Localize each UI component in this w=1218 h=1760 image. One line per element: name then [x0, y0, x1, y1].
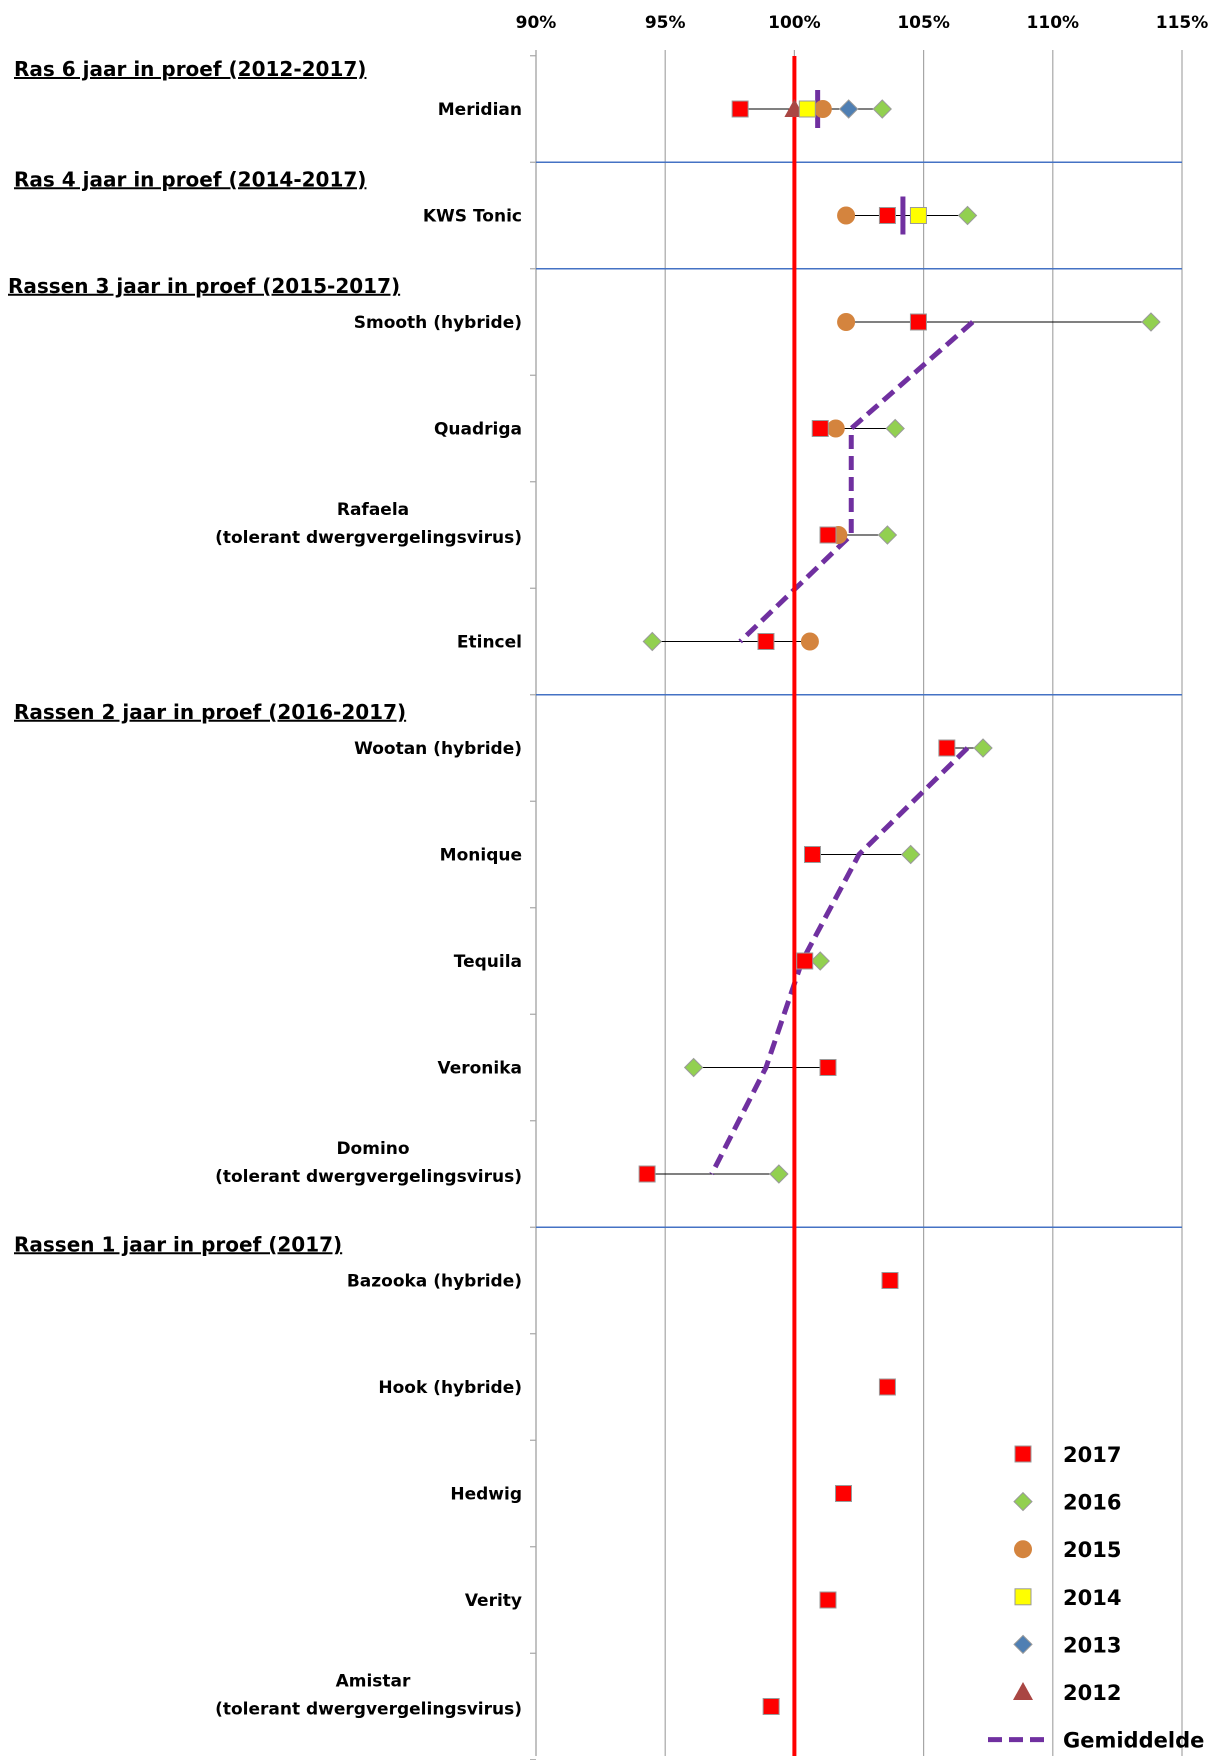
legend-label: 2017: [1063, 1443, 1121, 1467]
range-lines: [647, 108, 1151, 1175]
category-label: Verity: [465, 1591, 522, 1611]
category-label: Bazooka (hybride): [347, 1272, 522, 1292]
legend-label: 2013: [1063, 1633, 1121, 1657]
category-label: Smooth (hybride): [354, 313, 522, 333]
category-label: Veronika: [437, 1059, 522, 1079]
group-heading: Ras 4 jaar in proef (2014-2017): [14, 167, 366, 191]
legend-marker-2017: [1014, 1445, 1032, 1463]
marker-2017: [819, 1591, 837, 1609]
category-label: Tequila: [454, 952, 522, 972]
legend-label: 2015: [1063, 1538, 1121, 1562]
data-markers: [638, 99, 1161, 1715]
legend-marker-2013: [1013, 1634, 1033, 1655]
marker-2015: [837, 206, 856, 225]
category-label: Amistar: [336, 1672, 411, 1692]
legend-label: 2014: [1063, 1586, 1121, 1610]
marker-2016: [877, 525, 898, 545]
marker-2014: [798, 100, 816, 118]
category-label-sub: (tolerant dwergvergelingsvirus): [215, 1167, 522, 1187]
tick-label: 90%: [516, 13, 557, 33]
marker-2017: [834, 1485, 852, 1502]
marker-2017: [638, 1165, 656, 1183]
x-axis-tick-labels: 90% 95% 100% 105% 110% 115%: [516, 13, 1209, 33]
marker-2016: [957, 205, 978, 226]
average-line-segment: [709, 746, 970, 1176]
marker-2016: [1141, 312, 1161, 332]
marker-2017: [878, 207, 896, 224]
category-label: Rafaela: [337, 500, 409, 520]
marker-2017: [819, 526, 837, 544]
group-heading: Rassen 2 jaar in proef (2016-2017): [14, 700, 406, 724]
legend-label: 2016: [1063, 1491, 1121, 1515]
average-line-segment: [738, 320, 975, 644]
marker-2017: [819, 1059, 837, 1076]
category-label: Hedwig: [450, 1485, 522, 1505]
category-label: Hook (hybride): [378, 1378, 522, 1398]
marker-2016: [900, 844, 921, 865]
category-label: Meridian: [438, 100, 522, 120]
tick-label: 95%: [645, 13, 686, 33]
marker-2015: [826, 419, 845, 438]
marker-2017: [811, 420, 829, 437]
marker-2017: [803, 846, 821, 863]
marker-2015: [813, 100, 832, 118]
legend-label: 2012: [1063, 1681, 1121, 1705]
legend-marker-2016: [1013, 1491, 1033, 1512]
marker-2017: [731, 100, 749, 118]
marker-2016: [872, 99, 892, 119]
group-headings: Ras 6 jaar in proef (2012-2017) Ras 4 jaa…: [8, 57, 406, 1256]
marker-2015: [800, 632, 819, 651]
category-label: Etincel: [457, 633, 522, 653]
marker-2016: [810, 951, 830, 971]
legend-marker-2015: [1014, 1540, 1032, 1559]
legend-marker-2014: [1014, 1588, 1032, 1606]
category-label: Wootan (hybride): [354, 739, 522, 759]
marker-2014: [909, 207, 927, 224]
marker-2017: [909, 313, 927, 331]
category-labels: Meridian KWS Tonic Smooth (hybride) Quadrig…: [215, 100, 522, 1720]
marker-2016: [973, 738, 993, 758]
marker-2017: [796, 952, 814, 970]
category-label-sub: (tolerant dwergvergelingsvirus): [215, 528, 522, 548]
marker-2016: [642, 631, 662, 652]
category-label-sub: (tolerant dwergvergelingsvirus): [215, 1700, 522, 1720]
legend-marker-2012: [1013, 1682, 1033, 1700]
category-label: Quadriga: [434, 420, 522, 440]
tick-label: 110%: [1027, 13, 1080, 33]
marker-2015: [837, 313, 856, 331]
tick-label: 115%: [1156, 13, 1209, 33]
marker-2017: [878, 1378, 896, 1396]
marker-2017: [881, 1272, 899, 1289]
marker-2017: [938, 739, 956, 757]
group-heading: Rassen 1 jaar in proef (2017): [14, 1232, 342, 1256]
legend-label: Gemiddelde: [1063, 1729, 1204, 1753]
category-label: KWS Tonic: [423, 207, 522, 227]
marker-2016: [683, 1057, 704, 1078]
legend: 2017 2016 2015 2014 2013 2012 Gemiddelde: [988, 1443, 1204, 1753]
group-separators: [536, 161, 1182, 1228]
category-label: Domino: [336, 1139, 409, 1159]
average-line: [709, 90, 975, 1176]
category-label: Monique: [440, 846, 522, 866]
tick-label: 100%: [768, 13, 821, 33]
tick-label: 105%: [897, 13, 950, 33]
marker-2013: [838, 99, 859, 119]
group-heading: Ras 6 jaar in proef (2012-2017): [14, 57, 366, 81]
marker-2016: [885, 418, 905, 439]
marker-2017: [757, 633, 775, 650]
group-heading: Rassen 3 jaar in proef (2015-2017): [8, 274, 400, 298]
marker-2016: [769, 1164, 789, 1184]
marker-2017: [762, 1698, 780, 1715]
